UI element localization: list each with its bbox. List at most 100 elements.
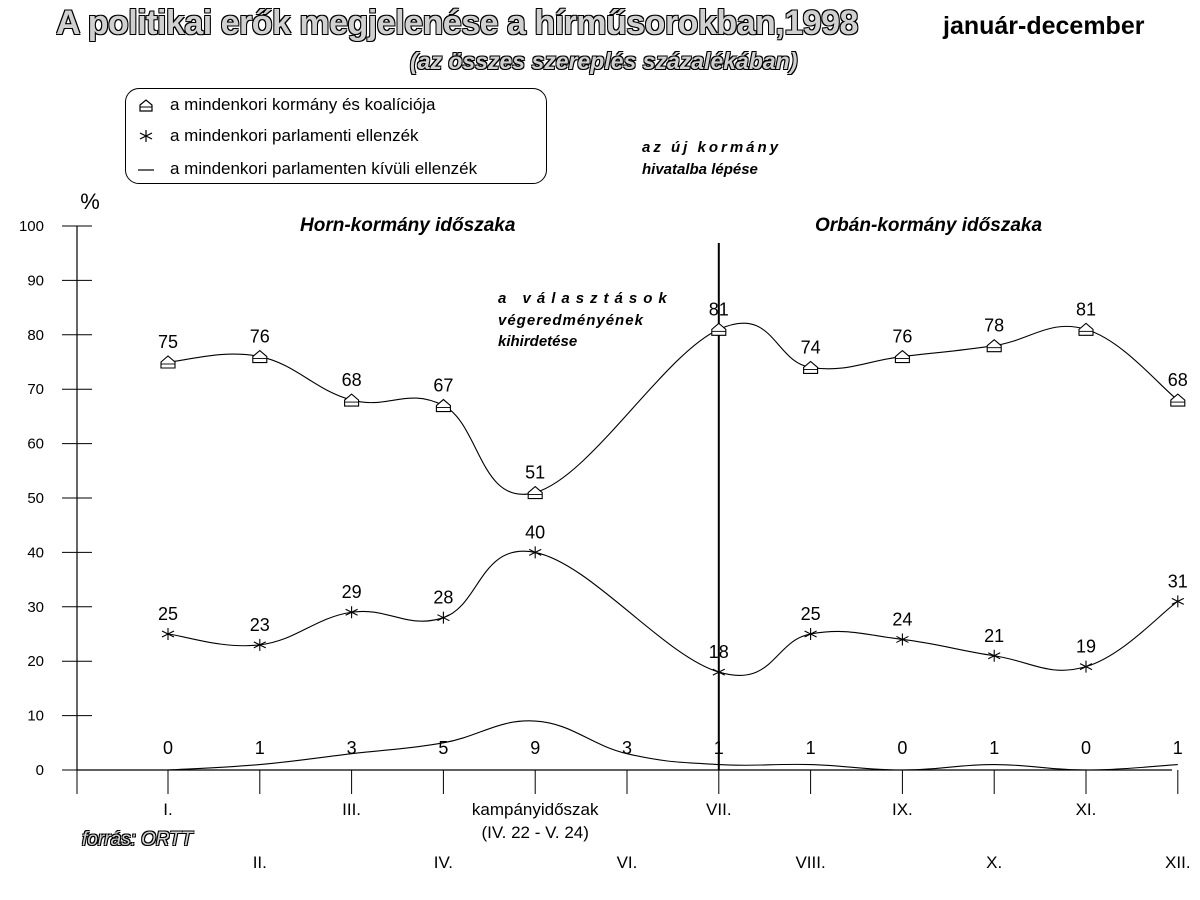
x-tick-label-upper: kampányidőszak [472, 800, 599, 819]
star-marker [987, 649, 1001, 662]
house-marker [1170, 393, 1186, 407]
x-tick-label-lower: II. [253, 853, 267, 872]
data-label: 40 [525, 522, 545, 542]
x-tick-label-lower: X. [986, 853, 1002, 872]
house-marker [803, 360, 819, 374]
house-marker [160, 355, 176, 369]
y-tick-label: 40 [27, 544, 44, 561]
x-tick-label-upper: III. [342, 800, 361, 819]
house-marker [894, 349, 910, 364]
star-marker [896, 633, 909, 646]
house-marker-icon [139, 99, 153, 112]
house-marker [435, 398, 451, 413]
data-label: 1 [1173, 738, 1183, 758]
y-tick-label: 30 [27, 599, 44, 616]
data-label: 25 [158, 604, 178, 624]
star-marker [712, 666, 726, 679]
series-line-parliamentary-opposition [167, 550, 1179, 676]
data-label: 23 [250, 615, 270, 635]
series-line-government [167, 322, 1179, 495]
x-tick-label-upper: XI. [1076, 800, 1097, 819]
house-marker [1078, 322, 1094, 336]
data-label: 25 [801, 604, 821, 624]
data-label: 0 [163, 738, 173, 758]
legend-item-government: a mindenkori kormány és koalíciója [134, 94, 436, 116]
legend-label: a mindenkori kormány és koalíciója [170, 95, 436, 114]
legend-label: a mindenkori parlamenten kívüli ellenzék [170, 159, 478, 178]
data-label: 51 [525, 463, 545, 483]
data-label: 1 [255, 738, 265, 758]
house-marker [711, 322, 727, 336]
note-election-line2: végeredményének [498, 312, 644, 329]
star-marker-icon [139, 130, 153, 142]
data-label: 81 [709, 299, 729, 319]
data-label: 0 [897, 738, 907, 758]
data-label: 31 [1168, 571, 1188, 591]
x-tick-label-lower: VIII. [795, 853, 825, 872]
house-marker [986, 338, 1002, 353]
chart-subtitle: (az összes szereplés százalékában) [410, 48, 798, 74]
x-tick-label-lower: IV. [434, 853, 453, 872]
star-marker [1079, 660, 1093, 673]
x-tick-label-upper: IX. [892, 800, 913, 819]
y-axis-label: % [80, 189, 100, 214]
data-label: 18 [709, 642, 729, 662]
period-label-orban: Orbán-kormány időszaka [815, 215, 1043, 236]
house-marker [252, 349, 268, 364]
line-marker-icon [138, 169, 154, 171]
x-tick-label-upper: I. [163, 800, 172, 819]
data-label: 1 [714, 738, 724, 758]
data-label: 1 [806, 738, 816, 758]
legend-label: a mindenkori parlamenti ellenzék [170, 126, 419, 145]
data-label: 74 [801, 337, 821, 357]
star-marker [804, 628, 817, 640]
y-tick-label: 70 [27, 381, 44, 398]
y-tick-label: 20 [27, 653, 44, 670]
chart-title-period: január-december [943, 12, 1145, 40]
data-label: 21 [984, 626, 1004, 646]
data-label: 78 [984, 316, 1004, 336]
data-label: 68 [342, 370, 362, 390]
legend-item-extra-parliamentary-opposition: a mindenkori parlamenten kívüli ellenzék [134, 158, 477, 180]
house-marker [527, 485, 543, 500]
data-label: 76 [250, 327, 270, 347]
source-note: forrás: ORTT [82, 829, 193, 850]
star-marker [1171, 595, 1185, 608]
note-election-line1: a választások [498, 290, 673, 307]
note-new-government-line2: hivatalba lépése [642, 161, 758, 178]
star-marker [345, 606, 358, 619]
x-tick-label-upper: VII. [706, 800, 732, 819]
data-label: 9 [530, 738, 540, 758]
y-tick-label: 50 [27, 490, 44, 507]
x-tick-label-lower: VI. [617, 853, 638, 872]
series-line-extra-parliamentary-opposition [167, 720, 1178, 771]
data-label: 68 [1168, 370, 1188, 390]
chart-title: A politikai erők megjelenése a hírműsoro… [56, 4, 858, 42]
data-label: 28 [433, 588, 453, 608]
y-tick-label: 100 [19, 218, 44, 235]
data-label: 5 [438, 738, 448, 758]
period-label-horn: Horn-kormány időszaka [300, 215, 516, 236]
legend: a mindenkori kormány és koalíciója a min… [125, 88, 547, 184]
data-label: 29 [342, 582, 362, 602]
note-new-government-line1: az új kormány [642, 139, 782, 156]
x-tick-label-lower: XII. [1165, 853, 1191, 872]
y-tick-label: 80 [27, 327, 44, 344]
data-label: 76 [892, 327, 912, 347]
legend-item-parliamentary-opposition: a mindenkori parlamenti ellenzék [134, 125, 419, 147]
y-tick-label: 90 [27, 272, 44, 289]
y-tick-label: 60 [27, 436, 44, 453]
data-label: 3 [622, 738, 632, 758]
data-label: 81 [1076, 299, 1096, 319]
star-marker [437, 611, 450, 624]
data-label: 19 [1076, 637, 1096, 657]
data-label: 24 [892, 609, 912, 629]
y-tick-label: 0 [36, 762, 44, 779]
x-tick-label-campaign-dates: (IV. 22 - V. 24) [481, 823, 588, 842]
data-label: 67 [433, 376, 453, 396]
star-marker [528, 546, 542, 559]
data-label: 1 [989, 738, 999, 758]
house-marker [344, 393, 360, 407]
note-election-line3: kihirdetése [498, 333, 578, 350]
